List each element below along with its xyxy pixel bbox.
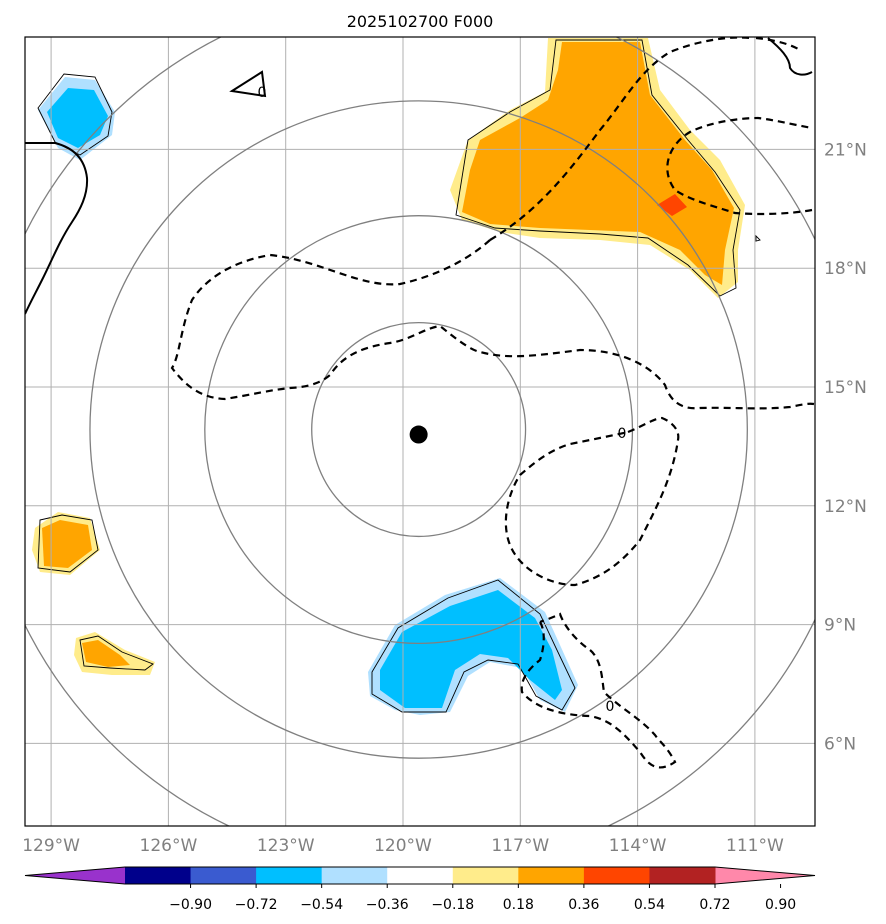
coastline-baja (25, 142, 89, 315)
longitude-tick-label: 120°W (374, 836, 432, 856)
colorbar-tick-label: 0.18 (503, 897, 534, 913)
map-area: 0 0 0 (25, 37, 815, 826)
colorbar-tick-label: −0.72 (235, 897, 278, 913)
contour-labels: 0 0 0 (258, 85, 627, 715)
latitude-labels: 21°N 18°N 15°N 12°N 9°N 6°N (824, 140, 867, 754)
colorbar-tick-label: 0.36 (568, 897, 599, 913)
latitude-tick-label: 21°N (824, 140, 867, 160)
latitude-tick-label: 12°N (824, 497, 867, 517)
colorbar-segment (190, 867, 257, 884)
longitude-tick-label: 111°W (726, 836, 784, 856)
longitude-labels: 129°W 126°W 123°W 120°W 117°W 114°W 111°W (22, 836, 784, 856)
dashed-contour-se (520, 612, 677, 769)
longitude-tick-label: 129°W (22, 836, 80, 856)
colorbar-segment (452, 867, 519, 884)
storm-center-marker (409, 425, 428, 444)
latitude-tick-label: 18°N (824, 259, 867, 279)
colorbar-tick-label: −0.36 (366, 897, 409, 913)
colorbar-extend-high (715, 867, 815, 884)
colorbar-tick-label: −0.54 (300, 897, 343, 913)
dashed-contour-east (666, 116, 813, 216)
colorbar-segment (387, 867, 454, 884)
positive-anomaly-west-core (42, 520, 92, 568)
figure-title: 2025102700 F000 (347, 12, 494, 31)
colorbar-segment (649, 867, 716, 884)
thin-contours (37, 39, 761, 713)
contour-w (37, 514, 99, 573)
longitude-tick-label: 123°W (257, 836, 315, 856)
contour-label: 0 (618, 426, 627, 442)
plot-frame (24, 36, 816, 827)
colorbar-segment (518, 867, 585, 884)
colorbar-extend-low (25, 867, 125, 884)
colorbar-tick-label: 0.72 (699, 897, 730, 913)
colorbar-tick-label: 0.90 (765, 897, 796, 913)
contour-east-small (755, 234, 761, 242)
longitude-tick-label: 117°W (491, 836, 549, 856)
colorbar-segment (583, 867, 650, 884)
colorbar-segment (125, 867, 192, 884)
contour-label: 0 (606, 699, 615, 715)
contour-sw (79, 635, 154, 671)
colorbar-segment (256, 867, 323, 884)
positive-anomaly-core (462, 42, 734, 285)
coastline-mexico (767, 37, 813, 76)
dashed-contour-ne (489, 37, 751, 241)
dashed-contour-ne-top (755, 37, 801, 51)
longitude-tick-label: 114°W (609, 836, 667, 856)
contour-label: 0 (258, 85, 267, 101)
coastline-island (229, 70, 267, 98)
positive-anomaly-sw-core (82, 640, 130, 667)
dashed-contour-central (170, 239, 815, 410)
dashed-contour-south-loop (504, 416, 680, 587)
latitude-tick-label: 6°N (824, 734, 856, 754)
colorbar-outline (24, 866, 816, 885)
range-ring (89, 100, 748, 759)
colorbar-tick-label: 0.54 (634, 897, 665, 913)
colorbar: −0.90 −0.72 −0.54 −0.36 −0.18 0.18 0.36 0.54 0.7… (24, 866, 816, 913)
negative-anomaly-nw-core (47, 88, 108, 148)
coastline (25, 37, 813, 315)
colorbar-tick-label: −0.90 (169, 897, 212, 913)
contour-south (371, 579, 576, 713)
colorbar-segment (321, 867, 388, 884)
dashed-contours (170, 37, 815, 769)
latitude-tick-label: 15°N (824, 378, 867, 398)
colorbar-tick-label: −0.18 (431, 897, 474, 913)
shaded-field (32, 38, 745, 715)
contour-ne (455, 39, 741, 297)
range-ring (311, 321, 527, 538)
latitude-tick-label: 9°N (824, 616, 856, 636)
longitude-tick-label: 126°W (140, 836, 198, 856)
